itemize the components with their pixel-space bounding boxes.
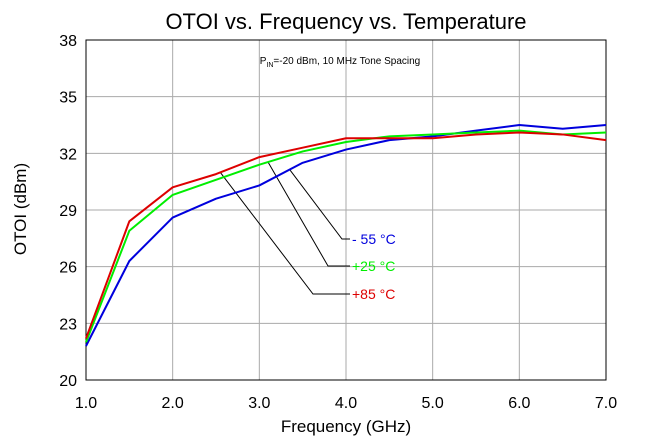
condition-annotation: PIN=-20 dBm, 10 MHz Tone Spacing bbox=[260, 56, 421, 69]
x-tick-labels: 1.0 2.0 3.0 4.0 5.0 6.0 7.0 bbox=[75, 395, 617, 412]
legend-label-2: +85 °C bbox=[352, 286, 395, 302]
chart-title: OTOI vs. Frequency vs. Temperature bbox=[165, 9, 526, 34]
legend-leader-lines bbox=[219, 161, 350, 295]
legend-label-1: +25 °C bbox=[352, 258, 395, 274]
y-tick-label: 23 bbox=[59, 316, 77, 333]
legend: - 55 °C +25 °C +85 °C bbox=[352, 231, 396, 302]
x-tick-label: 1.0 bbox=[75, 395, 97, 412]
y-tick-label: 35 bbox=[59, 90, 77, 107]
grid-lines bbox=[85, 39, 607, 381]
data-series bbox=[85, 124, 607, 347]
series-line-2 bbox=[85, 131, 607, 339]
x-tick-label: 4.0 bbox=[335, 395, 357, 412]
y-tick-label: 38 bbox=[59, 33, 77, 50]
y-tick-label: 32 bbox=[59, 146, 77, 163]
series-line-1 bbox=[85, 129, 607, 343]
x-axis-label: Frequency (GHz) bbox=[281, 417, 411, 436]
x-tick-label: 3.0 bbox=[248, 395, 270, 412]
y-tick-label: 29 bbox=[59, 203, 77, 220]
legend-label-0: - 55 °C bbox=[352, 231, 396, 247]
y-tick-labels: 20 23 26 29 32 35 38 bbox=[59, 33, 77, 390]
x-tick-label: 5.0 bbox=[422, 395, 444, 412]
legend-leader-line bbox=[219, 172, 350, 295]
y-tick-label: 26 bbox=[59, 260, 77, 277]
plot-frame bbox=[85, 39, 607, 381]
x-tick-label: 2.0 bbox=[162, 395, 184, 412]
legend-leader-line bbox=[267, 161, 350, 267]
x-tick-label: 6.0 bbox=[508, 395, 530, 412]
x-tick-label: 7.0 bbox=[595, 395, 617, 412]
series-line-0 bbox=[85, 124, 607, 347]
y-axis-label: OTOI (dBm) bbox=[11, 163, 30, 255]
legend-leader-line bbox=[289, 169, 350, 240]
y-tick-label: 20 bbox=[59, 373, 77, 390]
